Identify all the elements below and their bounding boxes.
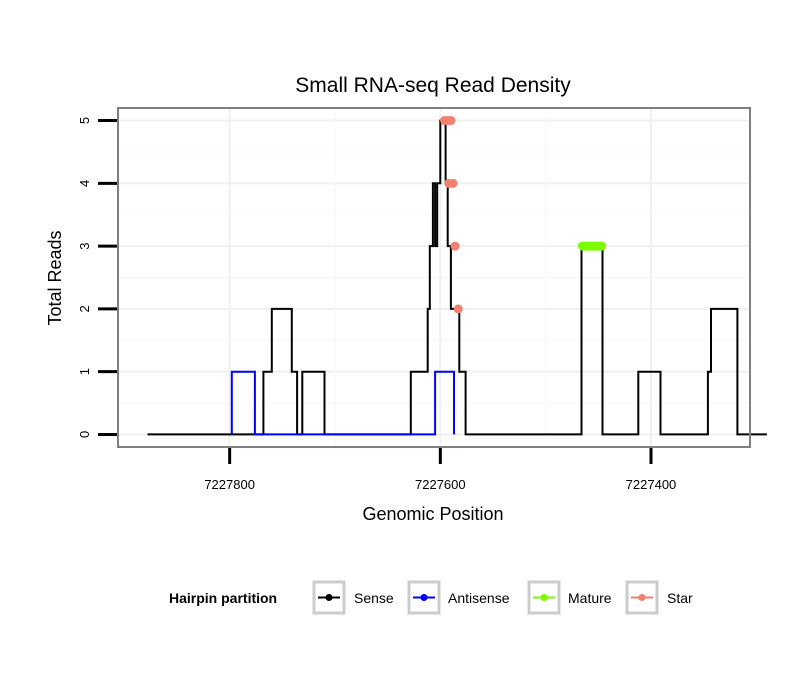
series-star-point (453, 304, 463, 314)
y-tick-label: 5 (77, 117, 92, 124)
x-tick-label: 7227600 (415, 477, 466, 492)
plot-panel-border (117, 107, 751, 448)
legend-key-antisense-dot (420, 594, 428, 601)
y-tick-label: 3 (77, 242, 92, 249)
axes: 0 1 2 3 4 5 7227800 7227600 7227400 (77, 117, 676, 492)
y-tick-label: 0 (77, 431, 92, 438)
gridlines (118, 108, 750, 447)
x-axis-title: Genomic Position (362, 504, 503, 524)
series-antisense-line (230, 370, 455, 436)
series-star-point (444, 178, 454, 188)
legend: Hairpin partition Sense Antisense Mature St… (169, 580, 693, 615)
legend-label-sense: Sense (354, 590, 394, 606)
legend-key-sense-dot (325, 594, 333, 601)
legend-title: Hairpin partition (169, 590, 277, 606)
y-tick-label: 2 (77, 305, 92, 312)
legend-key-mature-dot (540, 594, 548, 601)
series-star-point (450, 241, 460, 251)
y-axis-title: Total Reads (45, 230, 65, 325)
series-star-point (446, 116, 456, 126)
x-tick-label: 7227400 (626, 477, 677, 492)
legend-label-antisense: Antisense (448, 590, 510, 606)
legend-label-star: Star (667, 590, 693, 606)
legend-label-mature: Mature (568, 590, 612, 606)
legend-key-star-dot (638, 594, 646, 601)
plot-series (147, 116, 767, 436)
y-tick-label: 1 (77, 368, 92, 375)
chart-title: Small RNA-seq Read Density (295, 74, 571, 97)
y-tick-label: 4 (77, 180, 92, 187)
x-tick-label: 7227800 (204, 477, 255, 492)
